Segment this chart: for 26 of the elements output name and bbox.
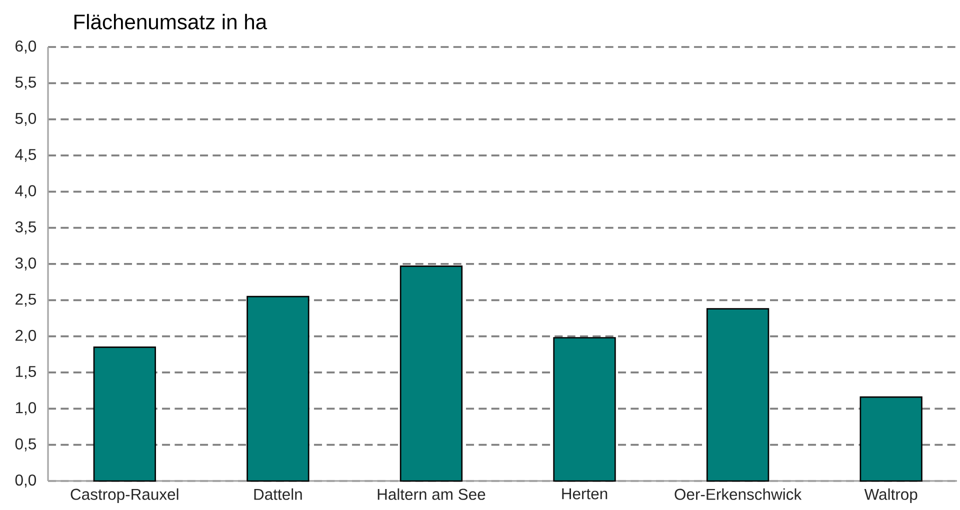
- y-tick-label: 5,0: [15, 112, 36, 126]
- x-tick-label: Datteln: [254, 488, 302, 500]
- bar: [553, 337, 616, 482]
- y-tick-label: 4,0: [15, 185, 36, 198]
- bar: [706, 308, 770, 482]
- x-tick-label: Oer-Erkenschwick: [674, 488, 802, 500]
- x-tick-label: Herten: [562, 488, 608, 500]
- y-tick-label: 1,5: [16, 366, 36, 379]
- bar: [860, 396, 922, 482]
- x-tick-label: Castrop-Rauxel: [70, 488, 178, 504]
- y-tick-label: 3,0: [15, 258, 36, 270]
- y-tick-label: 6,0: [16, 40, 36, 54]
- y-tick-label: 5,5: [15, 76, 36, 90]
- x-tick-label: Haltern am See: [378, 488, 486, 500]
- y-tick-label: 1,0: [16, 402, 36, 416]
- y-tick-label: 2,5: [16, 294, 36, 307]
- bar: [400, 265, 463, 482]
- x-tick-label: Waltrop: [864, 488, 918, 504]
- y-tick-label: 2,0: [16, 330, 36, 343]
- y-tick-label: 3,5: [15, 221, 36, 234]
- y-tick-label: 0,0: [15, 474, 36, 488]
- y-axis-title: Flächenumsatz in ha: [74, 14, 268, 30]
- y-tick-label: 4,5: [15, 149, 36, 162]
- bar: [246, 296, 310, 482]
- y-tick-label: 0,5: [15, 438, 36, 452]
- bar: [93, 346, 156, 482]
